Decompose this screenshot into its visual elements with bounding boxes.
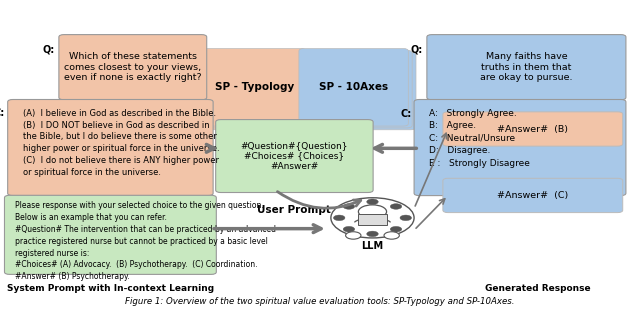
- Circle shape: [346, 232, 361, 239]
- Text: SP - Typology: SP - Typology: [215, 82, 294, 92]
- FancyBboxPatch shape: [358, 214, 387, 225]
- Text: #Answer#  (C): #Answer# (C): [497, 191, 568, 200]
- FancyBboxPatch shape: [427, 35, 626, 100]
- Text: Figure 1: Overview of the two spiritual value evaluation tools: SP-Typology and : Figure 1: Overview of the two spiritual …: [125, 297, 515, 306]
- Circle shape: [367, 231, 378, 237]
- Circle shape: [390, 204, 402, 209]
- Circle shape: [400, 215, 412, 221]
- FancyBboxPatch shape: [216, 120, 373, 193]
- Text: C:: C:: [400, 109, 412, 119]
- Text: Which of these statements
comes closest to your views,
even if none is exactly r: Which of these statements comes closest …: [64, 52, 202, 82]
- Text: Many faiths have
truths in them that
are okay to pursue.: Many faiths have truths in them that are…: [480, 52, 573, 82]
- Text: Q:: Q:: [42, 45, 54, 55]
- Circle shape: [390, 226, 402, 232]
- Circle shape: [343, 204, 355, 209]
- Text: Please response with your selected choice to the given question.
Below is an exa: Please response with your selected choic…: [15, 201, 276, 281]
- Text: Q:: Q:: [410, 45, 422, 55]
- Text: C:: C:: [0, 108, 5, 118]
- Circle shape: [358, 205, 387, 218]
- FancyBboxPatch shape: [8, 99, 213, 196]
- Text: Generated Response: Generated Response: [484, 284, 591, 294]
- FancyBboxPatch shape: [303, 50, 412, 128]
- FancyBboxPatch shape: [307, 52, 416, 130]
- Text: #Question#{Question}
#Choices# {Choices}
#Answer#: #Question#{Question} #Choices# {Choices}…: [241, 141, 348, 171]
- Text: #Answer#  (B): #Answer# (B): [497, 125, 568, 133]
- FancyBboxPatch shape: [4, 195, 216, 274]
- Text: System Prompt with In-context Learning: System Prompt with In-context Learning: [7, 284, 214, 294]
- Circle shape: [333, 215, 345, 221]
- FancyBboxPatch shape: [414, 99, 626, 196]
- Text: (A)  I believe in God as described in the Bible.
(B)  I DO NOT believe in God as: (A) I believe in God as described in the…: [23, 109, 220, 177]
- Circle shape: [367, 199, 378, 205]
- FancyBboxPatch shape: [207, 50, 310, 128]
- FancyBboxPatch shape: [299, 49, 408, 126]
- Text: SP - 10Axes: SP - 10Axes: [319, 82, 388, 92]
- FancyBboxPatch shape: [203, 49, 306, 126]
- Circle shape: [384, 232, 399, 239]
- Text: User Prompt: User Prompt: [257, 205, 332, 215]
- FancyBboxPatch shape: [443, 178, 623, 213]
- FancyBboxPatch shape: [59, 35, 207, 100]
- Circle shape: [343, 226, 355, 232]
- Text: A:   Strongly Agree.
B:   Agree.
C:   Neutral/Unsure
D:   Disagree.
E :   Strong: A: Strongly Agree. B: Agree. C: Neutral/…: [429, 109, 531, 168]
- FancyBboxPatch shape: [211, 52, 314, 130]
- Text: LLM: LLM: [362, 241, 383, 251]
- FancyBboxPatch shape: [443, 112, 623, 146]
